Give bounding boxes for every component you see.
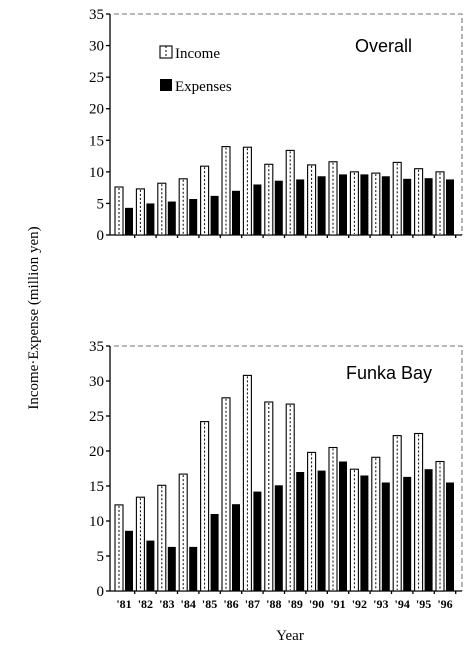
overall-bar-expenses [189,199,198,235]
x-axis-label: Year [276,628,304,644]
legend-label-income: Income [175,46,220,62]
funka-bay-x-tick-label: '88 [266,597,281,611]
funka-bay-bar-income [114,504,124,592]
funka-bay-x-tick-label: '82 [138,597,153,611]
overall-y-tick-label: 5 [97,196,105,212]
overall-y-tick-label: 10 [89,165,104,181]
funka-bay-x-tick-label: '84 [181,597,196,611]
funka-bay-bar-expenses [403,476,412,591]
funka-bay-x-tick-label: '86 [223,597,238,611]
overall-chart-title: Overall [355,36,412,56]
overall-bar-expenses [424,178,433,235]
overall-bar-expenses [253,184,262,235]
funka-bay-bar-expenses [381,482,390,591]
overall-bar-expenses [232,190,240,235]
funka-bay-bar-expenses [189,546,198,591]
funka-bay-bar-expenses [232,504,240,591]
funka-bay-y-tick-label: 25 [89,409,104,425]
legend-item-income: Income [159,45,220,62]
overall-y-tick-label: 30 [89,39,104,55]
funka-bay-bar-income [221,397,231,592]
overall-bar-expenses [274,180,283,235]
funka-bay-bar-expenses [339,461,347,591]
overall-bar-expenses [446,179,454,235]
overall-bar-income [349,171,359,236]
overall-bar-expenses [403,178,412,235]
overall-bar-expenses [296,179,305,235]
overall-bar-expenses [125,207,133,235]
funka-bay-bar-expenses [210,514,219,591]
funka-bay-bar-expenses [317,470,326,591]
overall-bar-income [435,171,445,236]
y-axis-label: Income·Expense (million yen) [26,226,42,409]
legend: Income Expenses [159,45,232,95]
overall-y-tick-label: 15 [89,133,104,149]
funka-bay-bar-expenses [360,475,369,591]
funka-bay-bar-expenses [274,485,283,591]
overall-bar-expenses [210,195,219,235]
overall-bar-expenses [146,203,155,235]
funka-bay-x-tick-label: '91 [330,597,345,611]
funka-bay-y-tick-label: 10 [89,514,104,530]
overall-bar-income [242,146,252,236]
overall-bar-income [135,188,145,236]
funka-bay-x-tick-label: '96 [437,597,452,611]
funka-bay-bar-expenses [146,540,155,591]
legend-swatch-expenses [160,79,172,91]
funka-bay-bar-expenses [424,469,433,591]
funka-bay-x-tick-label: '90 [309,597,324,611]
funka-bay-y-tick-label: 5 [97,549,105,565]
overall-y-tick-label: 25 [89,70,104,86]
funka-bay-bar-expenses [296,472,305,591]
legend-label-expenses: Expenses [175,79,232,95]
funka-bay-bar-income [349,468,359,592]
funka-bay-bar-income [435,460,445,592]
overall-bar-income [178,178,188,236]
overall-bar-expenses [381,176,390,235]
funka-bay-bar-income [157,484,167,592]
legend-item-expenses: Expenses [160,79,232,95]
overall-y-tick-label: 20 [89,102,104,118]
overall-chart: Overall Income Expenses 0 5 10 15 20 25 30 35 [89,7,463,244]
funka-bay-y-tick-label: 15 [89,479,104,495]
overall-plot-frame [114,13,463,235]
funka-bay-x-tick-label: '89 [288,597,303,611]
funka-bay-bar-expenses [446,482,454,591]
funka-bay-y-tick-label: 20 [89,444,104,460]
funka-bay-bar-income [242,374,252,592]
overall-bar-expenses [339,174,347,235]
overall-y-tick-label: 35 [89,7,104,23]
overall-bar-income [264,163,274,236]
funka-bay-bar-income [328,446,338,592]
funka-bay-y-tick-label: 35 [89,339,104,355]
funka-bay-y-tick-label: 30 [89,374,104,390]
funka-bay-plot-frame [114,345,463,591]
funka-bay-bar-expenses [125,530,133,591]
funka-bay-x-tick-label: '83 [159,597,174,611]
overall-y-tick-label: 0 [97,228,105,244]
overall-bar-expenses [317,176,326,235]
overall-bar-income [328,161,338,236]
funka-bay-bar-expenses [253,491,262,591]
overall-bar-expenses [167,201,176,235]
overall-bar-income [221,146,231,236]
overall-bar-expenses [360,174,369,235]
funka-bay-x-tick-label: '95 [416,597,431,611]
funka-bay-x-tick-label: '93 [373,597,388,611]
funka-bay-x-tick-label: '85 [202,597,217,611]
funka-bay-y-tick-label: 0 [97,584,105,600]
overall-bar-income [307,164,317,236]
funka-bay-bar-income [200,421,210,592]
funka-bay-x-tick-label: '87 [245,597,260,611]
funka-bay-chart-title: Funka Bay [346,363,432,383]
funka-bay-bar-expenses [167,546,176,591]
funka-bay-x-tick-label: '81 [116,597,131,611]
overall-bar-income [114,186,124,236]
funka-bay-x-tick-label: '94 [395,597,410,611]
overall-bar-income [392,161,402,236]
funka-bay-chart: Funka Bay 0 5 10 15 20 25 30 35 '81 '82 '83 '84 '85 '… [89,339,463,611]
funka-bay-x-tick-label: '92 [352,597,367,611]
